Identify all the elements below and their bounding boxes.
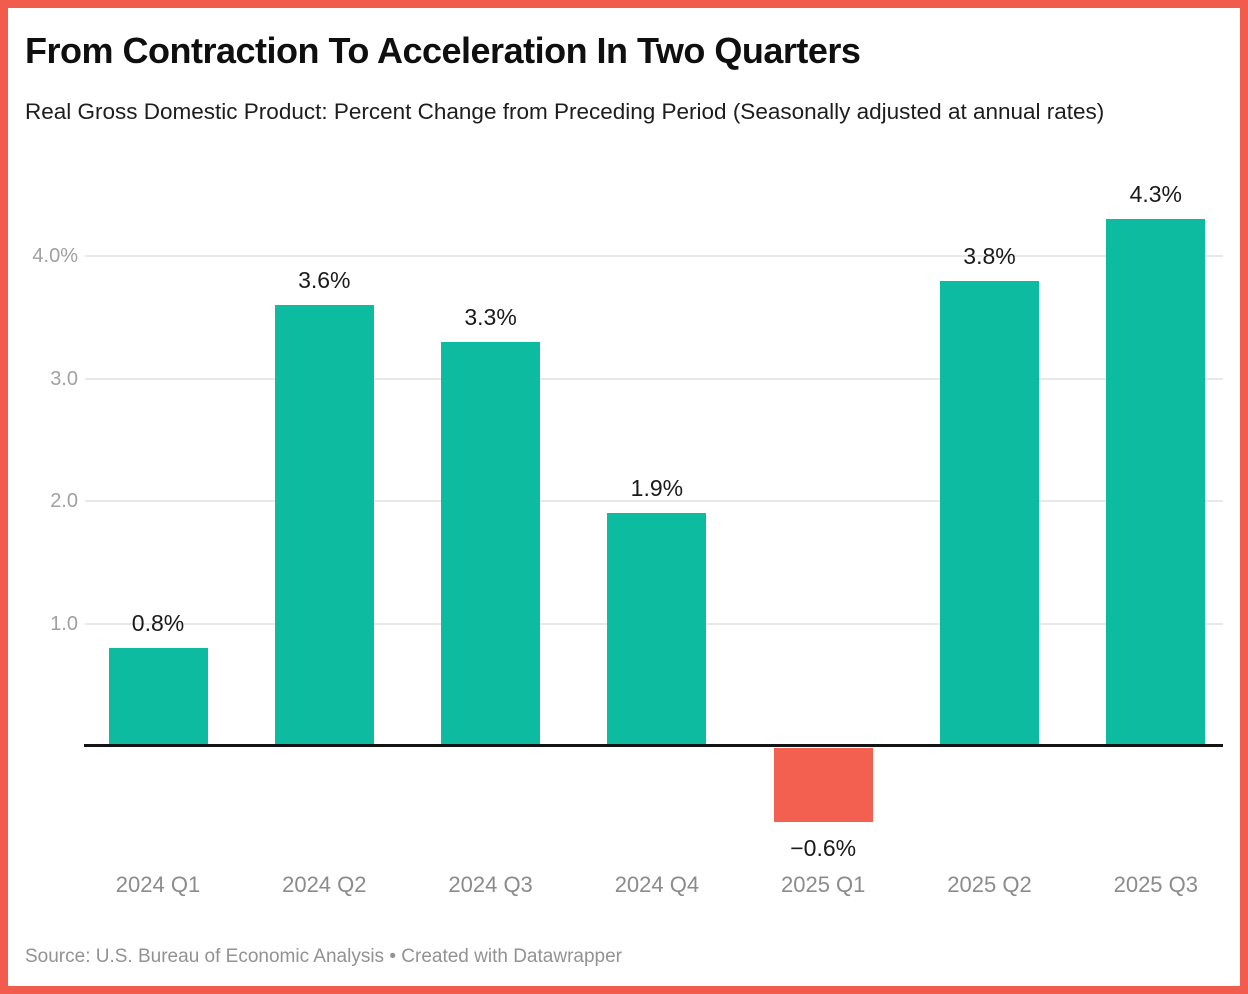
x-axis-label-2025-q2: 2025 Q2 <box>947 872 1032 897</box>
bar-2025-q2 <box>940 280 1039 746</box>
bar-2025-q3 <box>1106 219 1206 746</box>
bar-value-label-2024-q1: 0.8% <box>131 610 185 636</box>
y-axis-tick-label: 2.0 <box>50 490 78 512</box>
bar-chart-plot-area: 1.0 2.0 3.0 4.0% 0.8% 2024 Q1 3.6% 2024 Q2 3.3% 2… <box>8 181 1240 930</box>
x-axis-label-2024-q1: 2024 Q1 <box>115 872 201 897</box>
x-axis-label-2025-q1: 2025 Q1 <box>780 872 866 897</box>
bar-value-label-2024-q3: 3.3% <box>464 303 517 330</box>
chart-title: From Contraction To Acceleration In Two … <box>25 30 861 71</box>
y-axis-tick-label: 3.0 <box>50 367 78 390</box>
bar-2024-q3 <box>441 341 541 746</box>
gridline-3.0 <box>85 377 1223 380</box>
bar-value-label-2025-q2: 3.8% <box>963 242 1016 269</box>
gridline-2.0 <box>85 500 1223 502</box>
x-axis-label-2024-q3: 2024 Q3 <box>448 872 533 897</box>
bar-2024-q4 <box>607 513 707 746</box>
bar-value-label-2024-q2: 3.6% <box>298 267 351 293</box>
x-axis-label-2025-q3: 2025 Q3 <box>1113 872 1198 897</box>
x-axis-baseline <box>84 744 1223 747</box>
source-note: Source: U.S. Bureau of Economic Analysis… <box>25 946 622 967</box>
bar-value-label-2025-q1: −0.6% <box>790 834 857 861</box>
y-axis-tick-label: 1.0 <box>50 612 78 635</box>
y-axis-tick-label: 4.0% <box>32 245 78 267</box>
x-axis-label-2024-q4: 2024 Q4 <box>614 872 700 897</box>
bar-2024-q1 <box>108 648 208 746</box>
gridline-4.0 <box>85 255 1223 257</box>
x-axis-label-2024-q2: 2024 Q2 <box>282 872 367 897</box>
bar-value-label-2025-q3: 4.3% <box>1129 181 1183 208</box>
bar-2025-q1 <box>773 748 873 822</box>
bar-2024-q2 <box>274 305 374 746</box>
chart-subtitle: Real Gross Domestic Product: Percent Cha… <box>25 99 1105 124</box>
bar-value-label-2024-q4: 1.9% <box>630 475 684 502</box>
